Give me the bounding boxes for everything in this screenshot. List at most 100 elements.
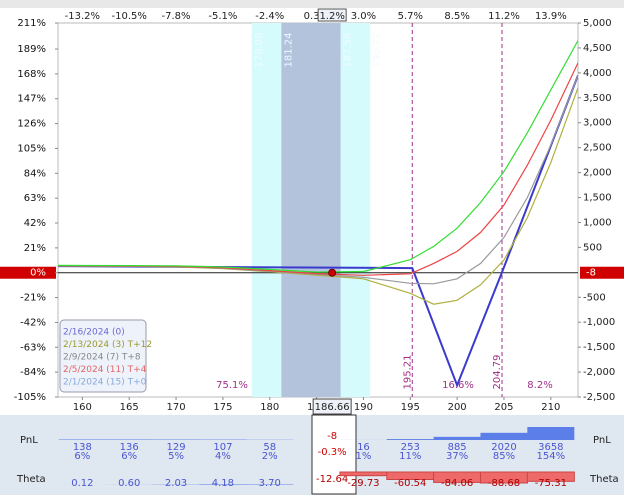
zero-box — [0, 266, 56, 279]
sd-label: 190.72 — [372, 33, 383, 68]
sd-label: 178.08 — [254, 33, 265, 68]
sd-label: 187.56 — [343, 33, 354, 68]
pnl-pct: -0.3% — [318, 447, 347, 458]
x-tick-label: 180 — [260, 402, 279, 413]
pnl-value: 885 — [448, 442, 467, 453]
theta-value: -75.31 — [535, 478, 567, 489]
y-tick-label: 189% — [17, 44, 46, 55]
y-tick-label: 105% — [17, 143, 46, 154]
theta-value: -84.06 — [441, 478, 473, 489]
y-tick-label: -63% — [20, 342, 46, 353]
probability-label: 8.2% — [527, 380, 552, 391]
pnl-value: 129 — [167, 442, 186, 453]
theta-value: 3.70 — [259, 478, 281, 489]
pnl-pct: 4% — [215, 451, 231, 462]
y2-tick-label: 3,500 — [583, 93, 612, 104]
x-tick-label: 200 — [448, 402, 467, 413]
x-tick-label: 160 — [73, 402, 92, 413]
legend-entry: 2/16/2024 (0) — [63, 328, 125, 338]
y2-tick-label: 2,000 — [583, 168, 612, 179]
y-tick-label: 42% — [24, 218, 46, 229]
pnl-pct: 37% — [446, 451, 468, 462]
legend-box — [59, 319, 147, 393]
pnl-pct: 154% — [537, 451, 566, 462]
y-tick-label: 63% — [24, 193, 46, 204]
current-price-label: 186.66 — [315, 402, 350, 413]
theta-value: 2.03 — [165, 478, 187, 489]
y-tick-label: -105% — [14, 392, 46, 403]
pnl-value: 253 — [401, 442, 420, 453]
x-tick-label: 165 — [120, 402, 139, 413]
y-tick-label: -42% — [20, 317, 46, 328]
top-tick-label: -10.5% — [112, 11, 147, 22]
y2-tick-label: -500 — [583, 292, 606, 303]
legend-entry: 2/9/2024 (7) T+8 — [63, 353, 141, 363]
top-tick-label: -2.4% — [255, 11, 284, 22]
y2-tick-label: 4,000 — [583, 68, 612, 79]
pnl-bar — [386, 439, 434, 440]
top-tick-label: 5.7% — [398, 11, 423, 22]
pnl-pct: 2% — [262, 451, 278, 462]
y2-tick-label: 3,000 — [583, 118, 612, 129]
top-tick-label: 0.3 — [304, 11, 320, 22]
y-tick-label: -84% — [20, 367, 46, 378]
pnl-pct: 1% — [356, 451, 372, 462]
pnl-pct: 6% — [121, 451, 137, 462]
breakeven-label: 195.21 — [402, 355, 413, 390]
theta-value: 0.60 — [118, 478, 140, 489]
y-tick-label: 21% — [24, 243, 46, 254]
y2-tick-label: -1,000 — [583, 317, 615, 328]
top-tick-label: 1.2% — [319, 11, 344, 22]
pnl-box-label: -8 — [586, 268, 596, 279]
y2-tick-label: -2,000 — [583, 367, 615, 378]
pnl-value: -8 — [327, 431, 337, 442]
pnl-value: 107 — [213, 442, 232, 453]
y2-tick-label: 1,500 — [583, 193, 612, 204]
breakeven-label: 204.79 — [492, 355, 503, 390]
y-tick-label: 84% — [24, 168, 46, 179]
pnl-pct: 5% — [168, 451, 184, 462]
pnl-value: 58 — [263, 442, 276, 453]
theta-value: -60.54 — [394, 478, 426, 489]
pnl-value: 138 — [73, 442, 92, 453]
top-tick-label: 13.9% — [535, 11, 567, 22]
toolbar-strip — [0, 0, 624, 8]
theta-value: 4.18 — [212, 478, 234, 489]
x-tick-label: 210 — [541, 402, 560, 413]
top-tick-label: -13.2% — [65, 11, 100, 22]
pnl-pct: 6% — [74, 451, 90, 462]
pnl-bar — [480, 432, 528, 440]
payoff-line — [58, 75, 578, 389]
current-price-box — [312, 398, 352, 415]
current-point — [328, 268, 337, 277]
y-tick-label: 147% — [17, 94, 46, 105]
current-column — [311, 414, 357, 495]
y-tick-label: 0% — [30, 268, 46, 279]
y-tick-label: -21% — [20, 293, 46, 304]
y2-tick-label: 4,500 — [583, 43, 612, 54]
top-tick-label: -7.8% — [162, 11, 191, 22]
x-tick-label: 205 — [494, 402, 513, 413]
pnl-bar — [527, 427, 575, 440]
pnl-value: 2020 — [491, 442, 516, 453]
row-label: PnL — [20, 435, 38, 446]
legend-entry: 2/5/2024 (11) T+4 — [63, 365, 147, 375]
top-tick-label: 3.0% — [351, 11, 376, 22]
theta-bar — [339, 471, 388, 477]
pnl-value: 3658 — [538, 442, 563, 453]
y-tick-label: 168% — [17, 69, 46, 80]
pnl-pct: 85% — [493, 451, 515, 462]
y2-tick-label: 500 — [583, 242, 602, 253]
theta-bar — [526, 471, 575, 482]
theta-value: -12.64 — [316, 474, 348, 485]
theta-value: -29.73 — [347, 478, 379, 489]
x-tick-label: 175 — [213, 402, 232, 413]
top-tick-label: 11.2% — [488, 11, 520, 22]
theta-value: 0.12 — [71, 478, 93, 489]
pnl-bar — [433, 436, 481, 440]
y2-tick-label: -2,500 — [583, 392, 615, 403]
y2-tick-label: 2,500 — [583, 143, 612, 154]
row-label: Theta — [589, 474, 619, 485]
pnl-value: 16 — [357, 442, 370, 453]
